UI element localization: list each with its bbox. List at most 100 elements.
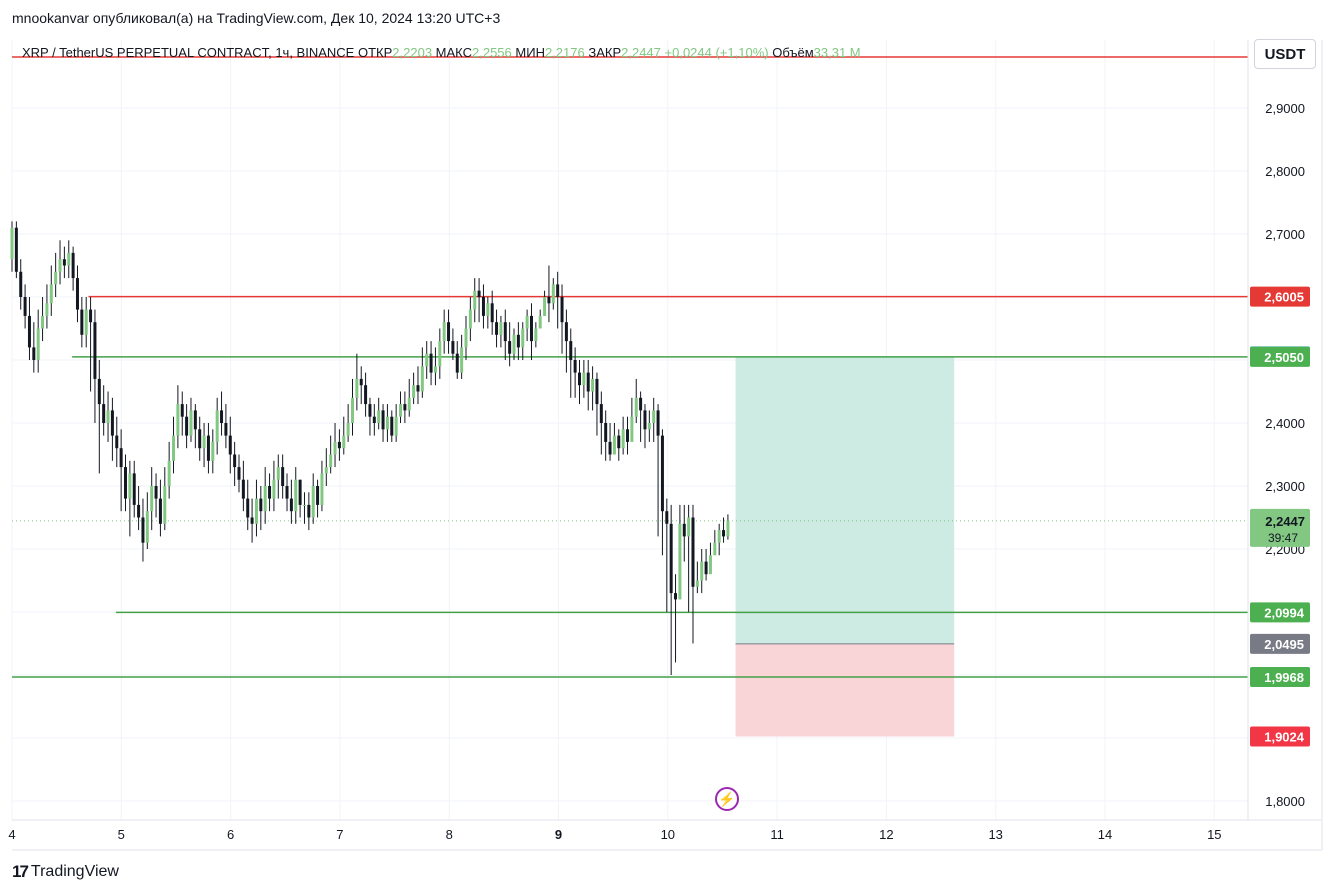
candle-body (416, 385, 420, 392)
candle-body (320, 473, 324, 505)
candle-body (577, 372, 581, 386)
price-label: 2,6005 (1264, 290, 1304, 305)
tradingview-mark-icon: 17 (12, 862, 29, 881)
low-value: 2,2176 (544, 45, 585, 60)
symbol-name[interactable]: XRP / TetherUS PERPETUAL CONTRACT, 1ч, B… (22, 45, 355, 60)
candle-body (119, 448, 123, 468)
candle-body (525, 315, 529, 329)
candle-body (350, 397, 354, 423)
candle-body (394, 416, 398, 436)
axes: 2,90002,80002,70002,40002,30002,20001,80… (8, 40, 1323, 851)
candle-body (377, 410, 381, 423)
candle-body (355, 378, 359, 398)
candle-body (503, 322, 507, 342)
candle-body (455, 353, 459, 373)
candle-body (285, 486, 289, 499)
candle-body (36, 328, 40, 360)
high-label: МАКС (435, 45, 472, 60)
candle-body (137, 504, 141, 518)
candle-body (682, 523, 686, 537)
candle-body (259, 498, 263, 512)
candle-body (241, 479, 245, 499)
current-price-label: 2,2447 (1265, 514, 1305, 529)
candle-body (224, 423, 228, 436)
candle-body (521, 328, 525, 348)
candle-body (704, 561, 708, 575)
price-label: 2,0994 (1264, 605, 1305, 620)
candle-body (385, 416, 389, 430)
long-position-tool[interactable] (735, 356, 955, 737)
candle-body (647, 423, 651, 430)
high-value: 2,2556 (472, 45, 512, 60)
horizontal-lines[interactable] (12, 56, 1248, 678)
candle-body (368, 404, 372, 417)
y-tick-label: 2,4000 (1265, 416, 1305, 431)
candle-body (337, 441, 341, 449)
candle-body (538, 315, 542, 329)
candle-body (102, 404, 106, 423)
candle-body (634, 397, 638, 417)
candle-body (45, 303, 49, 316)
candle-body (158, 498, 162, 524)
candle-body (660, 435, 664, 512)
candle-body (547, 297, 551, 304)
candle-body (464, 328, 468, 348)
candle-body (621, 429, 625, 449)
candle-body (163, 486, 167, 524)
candle-body (543, 297, 547, 316)
candle-body (678, 523, 682, 600)
candle-body (652, 410, 656, 423)
candle-body (180, 404, 184, 417)
candle-body (93, 322, 97, 379)
candle-body (438, 341, 442, 367)
candle-body (193, 410, 197, 430)
candle-body (420, 366, 424, 392)
candlestick-series (10, 221, 730, 675)
x-tick-label: 11 (770, 827, 784, 842)
candle-body (62, 259, 66, 266)
candle-body (41, 315, 45, 329)
candle-body (246, 498, 250, 518)
candle-body (106, 410, 110, 423)
candle-body (674, 593, 678, 600)
candle-body (167, 460, 171, 486)
candle-body (481, 297, 485, 316)
candle-body (433, 366, 437, 373)
candle-body (307, 504, 311, 518)
stop-zone (735, 643, 955, 737)
candle-body (14, 227, 18, 272)
candle-body (700, 561, 704, 581)
candle-body (49, 284, 53, 304)
candle-body (27, 315, 31, 348)
candle-body (626, 429, 630, 442)
candle-body (708, 555, 712, 575)
close-value: 2,2447 (621, 45, 661, 60)
candle-body (490, 303, 494, 323)
currency-button[interactable]: USDT (1254, 39, 1316, 69)
chart-grid (11, 40, 1248, 820)
candle-body (512, 334, 516, 354)
candle-body (586, 372, 590, 392)
candle-body (604, 423, 608, 442)
candle-body (695, 580, 699, 587)
candle-body (215, 410, 219, 442)
lightning-icon[interactable]: ⚡ (715, 787, 739, 811)
price-label-bg (1250, 667, 1310, 688)
candle-body (556, 284, 560, 297)
candle-body (185, 416, 189, 436)
candle-body (529, 315, 533, 342)
candle-body (486, 303, 490, 316)
tradingview-brand: TradingView (30, 863, 119, 880)
close-label: ЗАКР (588, 45, 622, 60)
price-label: 2,0495 (1264, 637, 1304, 652)
candle-body (211, 441, 215, 461)
x-tick-label: 6 (227, 827, 234, 842)
candle-body (154, 486, 158, 499)
candle-body (460, 347, 464, 373)
tradingview-logo[interactable]: 17 TradingView (12, 862, 119, 882)
price-label: 1,9968 (1264, 670, 1304, 685)
candle-body (403, 404, 407, 411)
candle-body (412, 385, 416, 398)
candle-body (591, 378, 595, 392)
